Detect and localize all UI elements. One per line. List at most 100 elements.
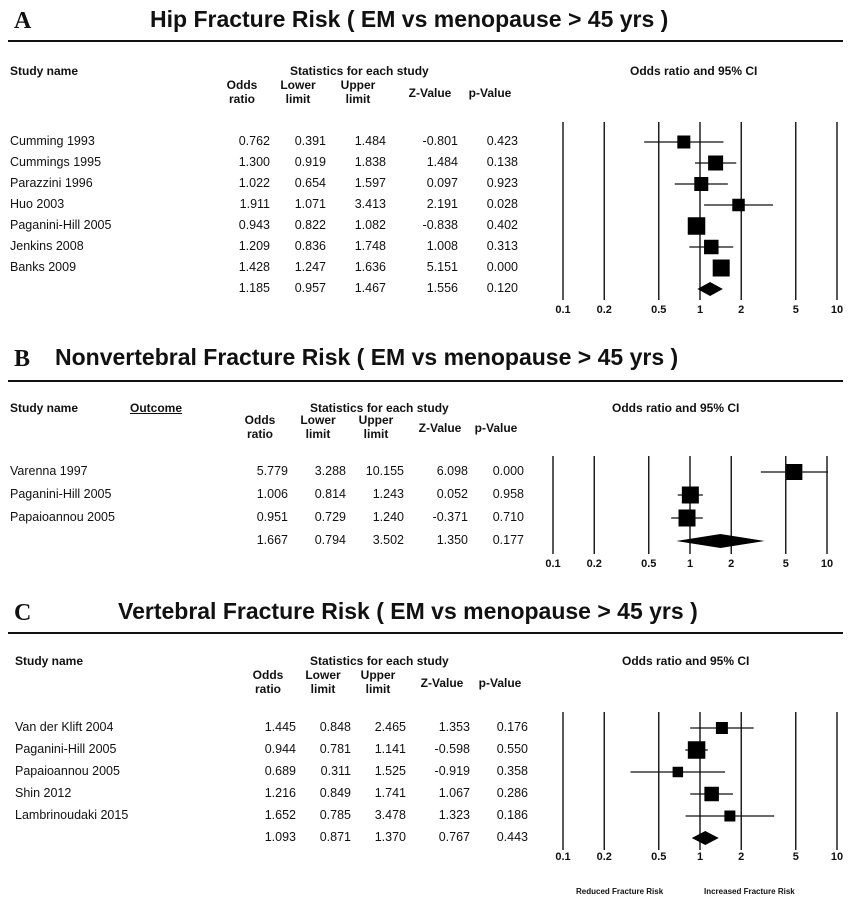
summary-diamond xyxy=(691,831,719,845)
x-tick-label: 5 xyxy=(792,304,799,316)
study-name: Varenna 1997 xyxy=(10,464,88,478)
x-tick-label: 0.2 xyxy=(596,304,612,316)
table-cell: 1.525 xyxy=(374,764,406,778)
table-cell: 3.288 xyxy=(314,464,346,478)
table-cell: -0.919 xyxy=(434,764,470,778)
summary-cell: 1.185 xyxy=(238,281,270,295)
table-cell: 0.781 xyxy=(319,742,351,756)
x-tick-label: 1 xyxy=(696,851,704,863)
study-name-header: Study name xyxy=(10,64,79,78)
x-tick-label: 1 xyxy=(696,304,704,316)
column-header: Odds ratio xyxy=(226,78,258,106)
x-tick-label: 2 xyxy=(728,558,735,570)
study-name: Huo 2003 xyxy=(10,197,65,211)
x-tick-label: 10 xyxy=(830,851,844,863)
table-cell: 0.138 xyxy=(486,155,518,169)
study-name: Papaioannou 2005 xyxy=(15,764,120,778)
x-tick-label: 2 xyxy=(738,304,745,316)
table-cell: 0.729 xyxy=(314,510,346,524)
panel-letter: B xyxy=(14,346,31,372)
table-cell: 1.243 xyxy=(372,487,404,501)
table-cell: 1.141 xyxy=(374,742,406,756)
statistics-header: Statistics for each study xyxy=(310,401,449,415)
study-name-header: Study name xyxy=(10,401,79,415)
summary-cell: 3.502 xyxy=(372,533,404,547)
summary-diamond xyxy=(697,282,723,296)
study-name: Cumming 1993 xyxy=(10,134,95,148)
table-cell: 0.654 xyxy=(294,176,326,190)
table-cell: -0.838 xyxy=(422,218,458,232)
table-cell: 0.944 xyxy=(264,742,296,756)
table-cell: 0.958 xyxy=(492,487,524,501)
table-cell: 1.353 xyxy=(438,720,470,734)
table-cell: 1.067 xyxy=(438,786,470,800)
point-estimate xyxy=(687,741,706,759)
plot-header: Odds ratio and 95% CI xyxy=(612,401,740,415)
table-cell: 6.098 xyxy=(436,464,468,478)
summary-cell: 0.794 xyxy=(314,533,346,547)
study-name: Papaioannou 2005 xyxy=(10,510,115,524)
panel-title: Hip Fracture Risk ( EM vs menopause > 45… xyxy=(150,6,669,32)
statistics-header: Statistics for each study xyxy=(310,654,449,668)
x-tick-label: 5 xyxy=(782,558,789,570)
table-cell: 0.402 xyxy=(486,218,518,232)
table-cell: 0.762 xyxy=(238,134,270,148)
table-cell: 0.919 xyxy=(294,155,326,169)
x-tick-label: 0.1 xyxy=(545,558,561,570)
table-cell: 0.186 xyxy=(496,808,528,822)
study-name: Paganini-Hill 2005 xyxy=(15,742,117,756)
x-tick-label: 10 xyxy=(820,558,834,570)
plot-header: Odds ratio and 95% CI xyxy=(630,64,758,78)
table-cell: 1.597 xyxy=(354,176,386,190)
summary-cell: 0.871 xyxy=(319,830,351,844)
x-tick-label: 0.2 xyxy=(586,558,602,570)
study-name: Parazzini 1996 xyxy=(10,176,93,190)
summary-cell: 1.350 xyxy=(436,533,468,547)
table-cell: -0.598 xyxy=(434,742,470,756)
table-cell: 0.923 xyxy=(486,176,518,190)
table-cell: 0.311 xyxy=(320,764,351,778)
summary-cell: 0.957 xyxy=(294,281,326,295)
column-header: p-Value xyxy=(478,676,522,690)
title-rule xyxy=(8,380,843,382)
table-cell: 1.008 xyxy=(426,239,458,253)
point-estimate xyxy=(687,217,706,235)
point-estimate xyxy=(672,766,684,778)
summary-cell: 1.370 xyxy=(374,830,406,844)
column-header: Z-Value xyxy=(420,676,464,690)
panel-title: Vertebral Fracture Risk ( EM vs menopaus… xyxy=(118,598,698,624)
point-estimate xyxy=(712,259,730,277)
table-cell: 2.465 xyxy=(374,720,406,734)
study-name: Jenkins 2008 xyxy=(10,239,84,253)
column-header: Odds ratio xyxy=(252,668,284,696)
study-name: Cummings 1995 xyxy=(10,155,102,169)
column-header: Lower limit xyxy=(305,668,341,696)
column-header: p-Value xyxy=(474,421,518,435)
point-estimate xyxy=(786,464,803,480)
x-tick-label: 5 xyxy=(792,851,799,863)
table-cell: 0.710 xyxy=(492,510,524,524)
point-estimate xyxy=(704,786,719,802)
table-cell: 0.848 xyxy=(319,720,351,734)
table-cell: 1.022 xyxy=(238,176,270,190)
table-cell: 0.097 xyxy=(426,176,458,190)
column-header: Lower limit xyxy=(280,78,316,106)
study-name: Paganini-Hill 2005 xyxy=(10,487,112,501)
table-cell: 0.814 xyxy=(314,487,346,501)
study-name-header: Study name xyxy=(15,654,84,668)
summary-diamond xyxy=(676,534,765,548)
point-estimate xyxy=(708,155,724,171)
table-cell: 1.247 xyxy=(294,260,326,274)
panel-title: Nonvertebral Fracture Risk ( EM vs menop… xyxy=(55,344,679,370)
column-header: Z-Value xyxy=(418,421,462,435)
table-cell: 0.689 xyxy=(264,764,296,778)
table-cell: 0.550 xyxy=(496,742,528,756)
point-estimate xyxy=(715,722,728,734)
table-cell: -0.801 xyxy=(422,134,458,148)
table-cell: 1.071 xyxy=(294,197,326,211)
table-cell: 1.323 xyxy=(438,808,470,822)
x-tick-label: 0.5 xyxy=(641,558,657,570)
summary-cell: 1.667 xyxy=(256,533,288,547)
summary-cell: 1.093 xyxy=(264,830,296,844)
x-tick-label: 0.5 xyxy=(651,851,667,863)
